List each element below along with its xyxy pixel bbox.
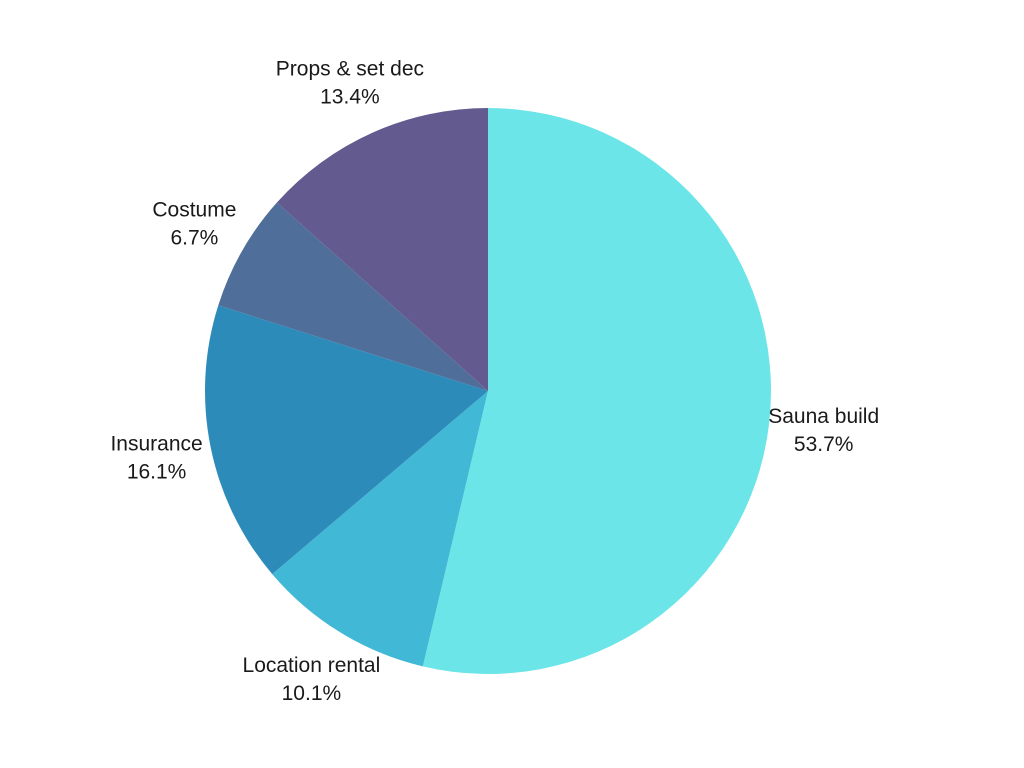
slice-label-4: Props & set dec — [276, 58, 424, 81]
pie-labels: Sauna build 53.7% Location rental 10.1% Insu… — [110, 58, 879, 706]
pie-slice-4 — [276, 108, 488, 391]
slice-value-label-2: 16.1% — [127, 461, 187, 484]
slice-value-label-4: 13.4% — [320, 86, 380, 109]
slice-label-0: Sauna build — [768, 405, 879, 428]
slice-value-label-1: 10.1% — [282, 682, 342, 705]
slice-value-label-3: 6.7% — [170, 227, 218, 250]
pie-slices — [205, 108, 771, 674]
slice-value-label-0: 53.7% — [794, 433, 854, 456]
pie-slice-0 — [422, 108, 771, 674]
slice-label-1: Location rental — [243, 654, 381, 677]
pie-slice-3 — [218, 202, 488, 391]
pie-slice-1 — [272, 391, 488, 667]
slice-label-2: Insurance — [110, 433, 202, 456]
slice-label-3: Costume — [152, 199, 236, 222]
pie-slice-2 — [205, 305, 489, 575]
